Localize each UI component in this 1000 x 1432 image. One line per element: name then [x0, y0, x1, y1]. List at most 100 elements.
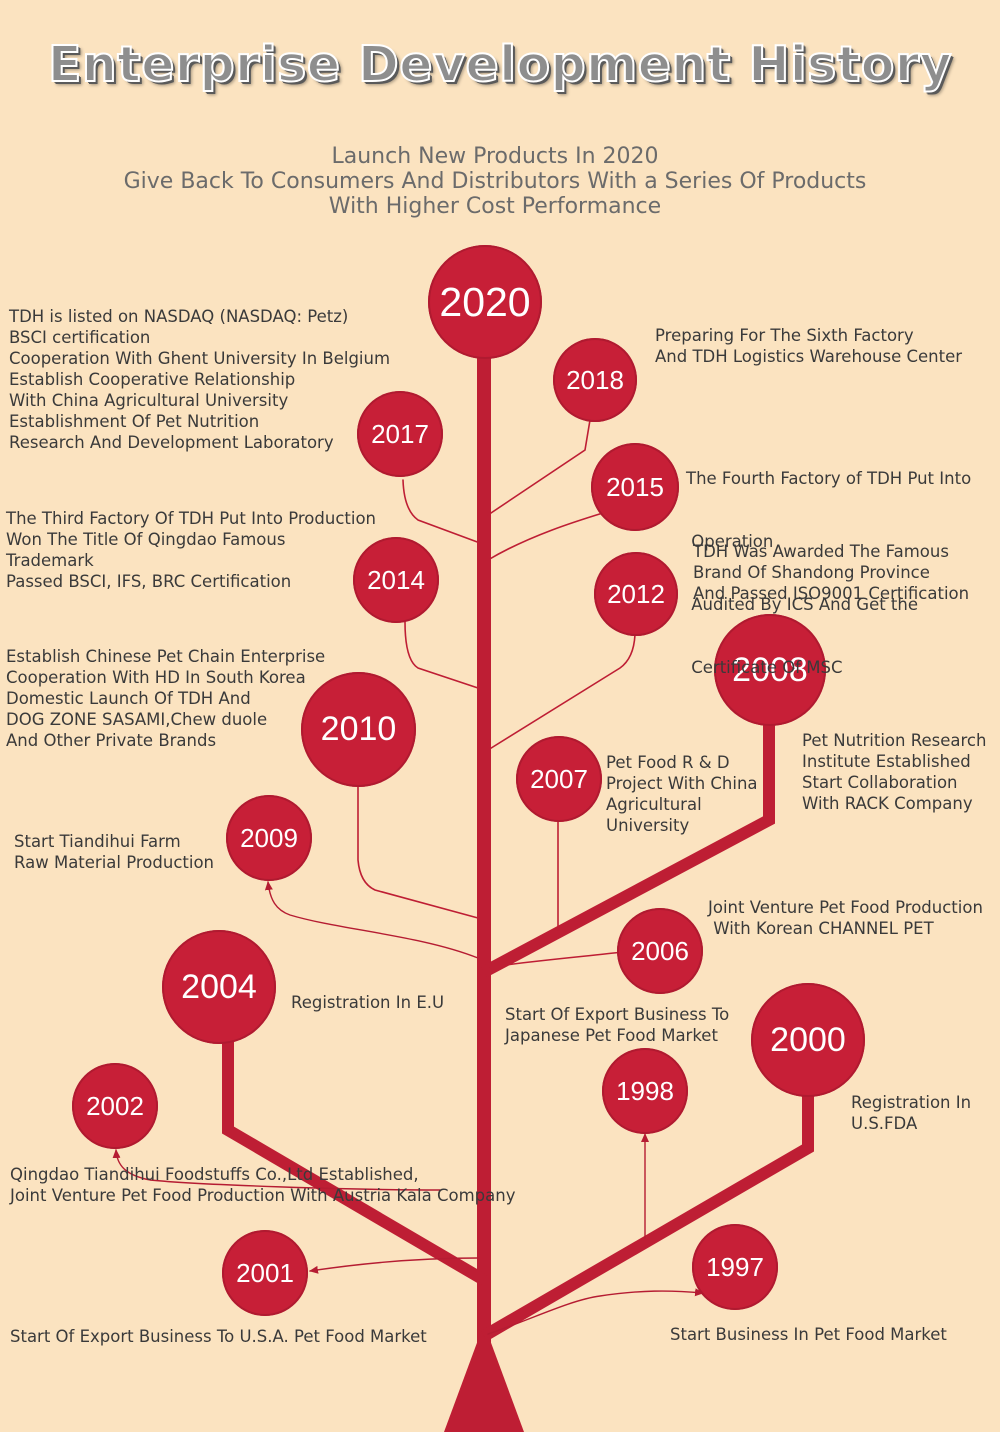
year-circle-2017: 2017: [357, 391, 443, 477]
note-line: DOG ZONE SASAMI,Chew duole: [6, 710, 268, 729]
note-line: Joint Venture Pet Food Production With A…: [10, 1186, 516, 1205]
note-line: Project With China: [606, 774, 758, 793]
year-circle-2007: 2007: [516, 736, 602, 822]
note-line: The Fourth Factory of TDH Put Into: [686, 469, 972, 488]
note-line: Research And Development Laboratory: [9, 433, 334, 452]
connector-2017: [402, 479, 481, 544]
connector-2018: [487, 419, 591, 516]
page-title: Enterprise Development History: [47, 35, 953, 94]
note-line: Establish Chinese Pet Chain Enterprise: [6, 647, 326, 666]
year-circle-2001: 2001: [222, 1230, 308, 1316]
milestone-note-2002: Qingdao Tiandihui Foodstuffs Co.,Ltd Est…: [10, 1164, 515, 1206]
note-line: Registration In E.U: [291, 993, 445, 1012]
note-line: Trademark: [6, 551, 94, 570]
note-line: The Third Factory Of TDH Put Into Produc…: [6, 509, 377, 528]
connector-2014: [404, 621, 479, 689]
note-line: TDH Was Awarded The Famous: [693, 542, 949, 561]
note-line: Audited By ICS And Get the: [686, 595, 919, 614]
arrow-2002: [112, 1149, 441, 1191]
note-line: Cooperation With Ghent University In Bel…: [9, 349, 391, 368]
milestone-note-2004: Registration In E.U: [291, 992, 444, 1013]
note-line: Start Business In Pet Food Market: [670, 1325, 947, 1344]
milestone-note-2000: Registration In U.S.FDA: [851, 1092, 971, 1134]
note-line: Certificate Of MSC: [686, 658, 843, 677]
note-line: Pet Nutrition Research: [802, 731, 987, 750]
note-line: Preparing For The Sixth Factory: [655, 326, 914, 345]
milestone-note-2018: Preparing For The Sixth Factory And TDH …: [655, 325, 962, 367]
year-circle-2020: 2020: [428, 245, 542, 359]
connector-2012: [487, 633, 636, 751]
milestone-note-2008: Pet Nutrition Research Institute Establi…: [802, 730, 986, 814]
note-line: Japanese Pet Food Market: [505, 1026, 718, 1045]
year-circle-2014: 2014: [353, 537, 439, 623]
note-line: U.S.FDA: [851, 1114, 918, 1133]
note-line: BSCI certification: [9, 328, 151, 347]
year-circle-2000: 2000: [751, 983, 865, 1097]
connector-2015: [487, 511, 607, 561]
milestone-note-2009: Start Tiandihui Farm Raw Material Produc…: [14, 831, 214, 873]
milestone-note-2015: The Fourth Factory of TDH Put Into Opera…: [686, 426, 971, 699]
note-line: Start Collaboration: [802, 773, 958, 792]
milestone-note-2006: Joint Venture Pet Food Production With K…: [708, 897, 983, 939]
connector-2010: [357, 783, 479, 919]
subtitle-line: Launch New Products In 2020: [331, 144, 659, 169]
note-line: With Korean CHANNEL PET: [708, 919, 934, 938]
milestone-note-1997: Start Business In Pet Food Market: [670, 1324, 947, 1345]
year-circle-1997: 1997: [692, 1224, 778, 1310]
note-line: Start Of Export Business To U.S.A. Pet F…: [10, 1327, 427, 1346]
branch-2008: [481, 720, 775, 978]
note-line: Won The Title Of Qingdao Famous: [6, 530, 286, 549]
subtitle-line: Give Back To Consumers And Distributors …: [123, 169, 867, 194]
year-circle-2012: 2012: [594, 552, 678, 636]
year-circle-2006: 2006: [617, 908, 703, 994]
note-line: Establish Cooperative Relationship: [9, 370, 296, 389]
milestone-note-2010: Establish Chinese Pet Chain Enterprise C…: [6, 646, 325, 751]
note-line: Institute Established: [802, 752, 971, 771]
note-line: And Other Private Brands: [6, 731, 217, 750]
note-line: And Passed ISO9001 Certification: [693, 584, 970, 603]
note-line: Raw Material Production: [14, 853, 215, 872]
milestone-note-2020: TDH is listed on NASDAQ (NASDAQ: Petz) B…: [9, 306, 390, 453]
year-circle-2008: 2008: [714, 614, 826, 726]
note-line: Pet Food R & D: [606, 753, 730, 772]
note-line: Brand Of Shandong Province: [693, 563, 930, 582]
milestone-note-2001: Start Of Export Business To U.S.A. Pet F…: [10, 1326, 427, 1347]
note-line: Agricultural: [606, 795, 702, 814]
note-line: With China Agricultural University: [9, 391, 289, 410]
subtitle: Launch New Products In 2020 Give Back To…: [0, 144, 990, 219]
arrow-2009: [264, 881, 479, 959]
note-line: Registration In: [851, 1093, 972, 1112]
milestone-note-2007: Pet Food R & D Project With China Agricu…: [606, 752, 758, 836]
milestone-note-2014: The Third Factory Of TDH Put Into Produc…: [6, 508, 376, 592]
note-line: Joint Venture Pet Food Production: [708, 898, 983, 917]
note-line: Operation: [686, 532, 774, 551]
year-circle-2015: 2015: [591, 443, 679, 531]
branch-2004: [222, 1040, 488, 1286]
arrow-2001: [309, 1257, 479, 1274]
arrow-1997: [487, 1288, 704, 1335]
note-line: Qingdao Tiandihui Foodstuffs Co.,Ltd Est…: [10, 1165, 419, 1184]
note-line: Passed BSCI, IFS, BRC Certification: [6, 572, 292, 591]
note-line: Start Tiandihui Farm: [14, 832, 181, 851]
year-circle-2002: 2002: [72, 1063, 158, 1149]
year-circle-1998: 1998: [602, 1048, 688, 1134]
note-line: University: [606, 816, 690, 835]
note-line: And TDH Logistics Warehouse Center: [655, 347, 962, 366]
year-circle-2004: 2004: [162, 930, 276, 1044]
note-line: Start Of Export Business To: [505, 1005, 730, 1024]
note-line: TDH is listed on NASDAQ (NASDAQ: Petz): [9, 307, 349, 326]
year-circle-2018: 2018: [553, 338, 637, 422]
note-line: With RACK Company: [802, 794, 973, 813]
subtitle-line: With Higher Cost Performance: [328, 194, 662, 219]
year-circle-2009: 2009: [226, 795, 312, 881]
trunk-base: [444, 1340, 524, 1432]
note-line: Establishment Of Pet Nutrition: [9, 412, 260, 431]
year-circle-2010: 2010: [301, 672, 416, 787]
branch-2000: [480, 1092, 814, 1342]
connector-2006: [489, 951, 623, 968]
milestone-note-1998: Start Of Export Business To Japanese Pet…: [505, 1004, 729, 1046]
note-line: Cooperation With HD In South Korea: [6, 668, 306, 687]
milestone-note-2012: TDH Was Awarded The Famous Brand Of Shan…: [693, 541, 969, 604]
note-line: Domestic Launch Of TDH And: [6, 689, 251, 708]
